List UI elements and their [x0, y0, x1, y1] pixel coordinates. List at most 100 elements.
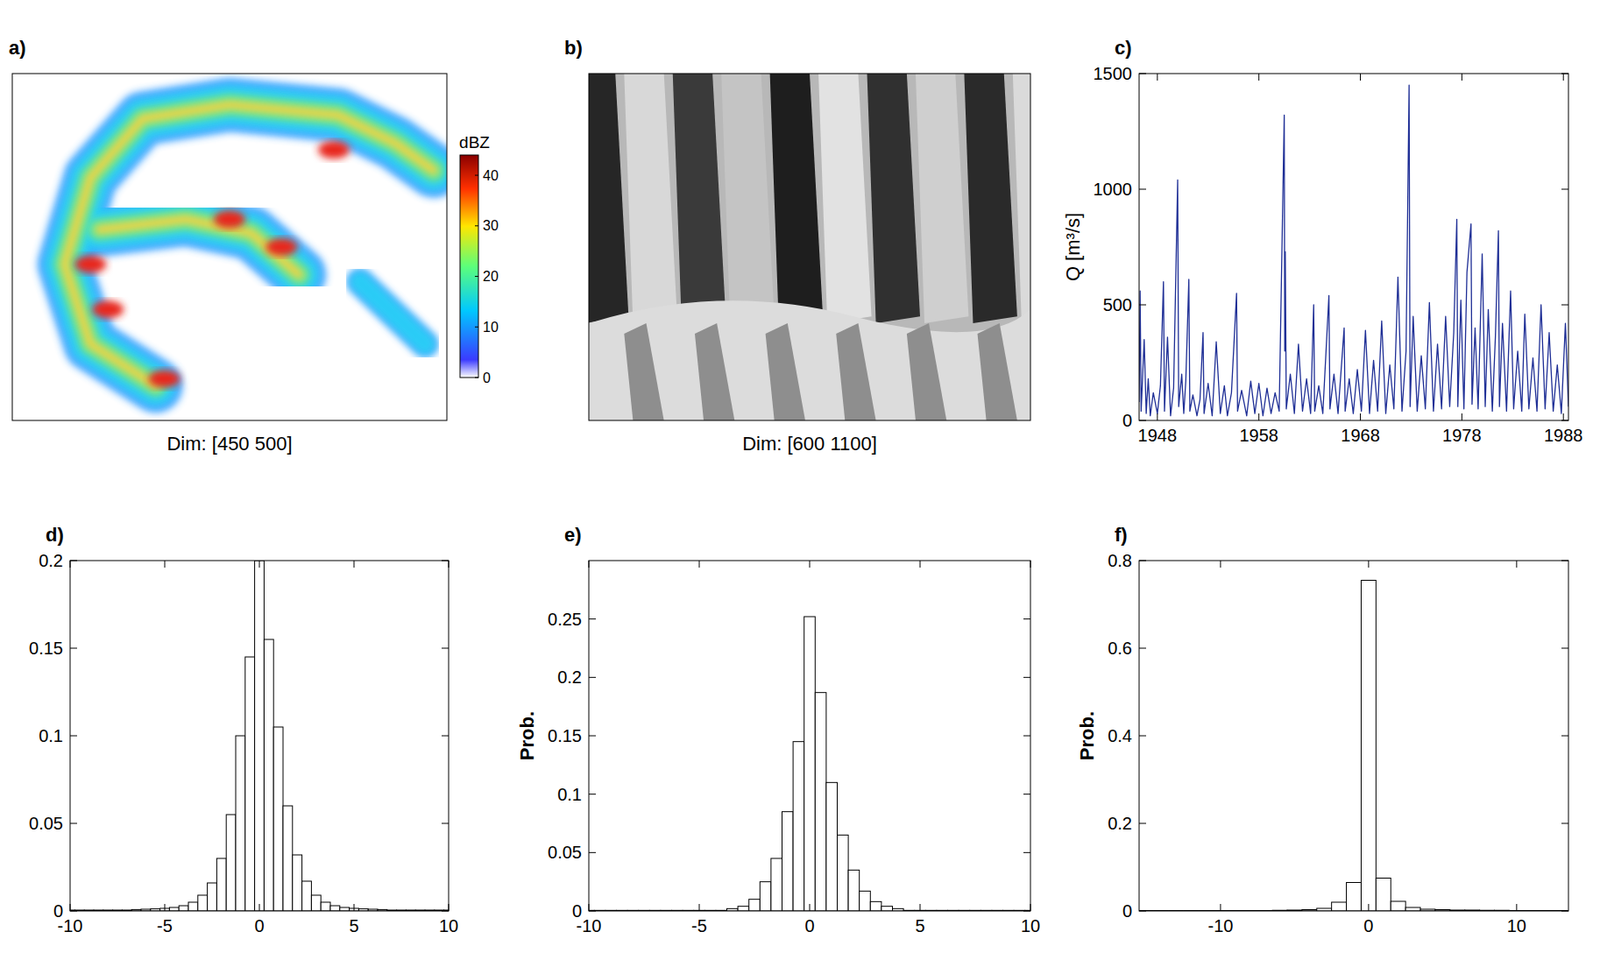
echo-band	[360, 282, 425, 345]
y-tick	[70, 823, 78, 825]
relief-slope	[588, 73, 629, 324]
panel-letter: a)	[8, 36, 27, 59]
x-tick-label: 1968	[1340, 425, 1381, 446]
x-tick-top	[1258, 73, 1260, 81]
axes-frame	[1139, 560, 1569, 912]
colorbar-tick-label: 40	[482, 168, 499, 184]
hist-bar	[302, 881, 312, 912]
hist-bar	[804, 616, 816, 912]
relief-gully	[977, 323, 1018, 421]
y-tick	[1139, 911, 1147, 913]
image-frame	[12, 73, 447, 421]
hist-bar	[330, 906, 340, 912]
y-tick-label: 0.2	[557, 667, 582, 687]
x-tick-top	[70, 560, 71, 568]
x-tick-top	[1563, 73, 1565, 81]
hist-bar	[273, 727, 284, 912]
echo-band	[64, 105, 435, 387]
x-tick-label: 1948	[1138, 425, 1178, 446]
y-tick-label: 0	[572, 901, 582, 921]
y-tick-label: 0.15	[547, 726, 582, 746]
y-tick-right	[1561, 911, 1569, 913]
plot-data	[70, 560, 449, 912]
panel-0: a)Dim: [450 500]dBZ010203040	[8, 36, 499, 455]
x-tick	[588, 904, 590, 912]
axes-frame	[1139, 73, 1569, 421]
relief-gully	[623, 323, 664, 421]
hist-bar	[235, 736, 246, 912]
colorbar-tick-label: 0	[482, 370, 491, 386]
y-tick	[70, 560, 78, 562]
y-tick-right	[1561, 304, 1569, 306]
relief-gully	[906, 323, 947, 421]
x-tick-label: 10	[1020, 916, 1041, 936]
x-tick-label: -10	[1207, 916, 1233, 936]
x-tick-label: 5	[914, 916, 925, 936]
relief-gully	[835, 323, 876, 421]
hist-bar	[737, 906, 750, 912]
relief-slope	[1012, 73, 1031, 324]
relief-slope	[818, 73, 871, 324]
x-tick-top	[1219, 560, 1221, 568]
echo-band	[64, 105, 435, 387]
relief-slope	[672, 73, 726, 324]
hist-bar	[1390, 901, 1406, 912]
x-tick	[164, 904, 166, 912]
plot-data	[1139, 580, 1569, 913]
hist-bar	[848, 870, 860, 912]
y-tick-right	[1023, 793, 1031, 795]
image	[588, 73, 1031, 421]
y-tick-label: 0.8	[1107, 551, 1133, 571]
y-tick	[588, 793, 596, 795]
x-tick	[1367, 904, 1369, 912]
hist-bar	[771, 858, 783, 912]
colorbar-tick-label: 20	[482, 269, 499, 284]
x-tick-label: 0	[254, 916, 264, 936]
panel-5: f)-1001000.20.40.60.8Prob.	[1076, 523, 1569, 936]
hist-bar	[792, 742, 805, 912]
x-tick-top	[1030, 560, 1032, 568]
colorbar-tick	[474, 377, 479, 379]
x-tick-label: 0	[1363, 916, 1374, 936]
x-tick	[1030, 904, 1032, 912]
hist-bar	[226, 814, 236, 912]
x-tick-top	[164, 560, 166, 568]
x-tick-label: 1958	[1238, 425, 1279, 446]
x-tick-top	[1461, 73, 1463, 81]
echo-core	[266, 238, 298, 256]
echo-band	[64, 105, 435, 387]
y-tick-right	[1561, 560, 1569, 562]
hist-bar	[320, 902, 331, 912]
hist-bar	[814, 693, 827, 912]
echo-band	[99, 219, 299, 275]
hist-bar	[254, 560, 265, 912]
hist-bar	[749, 899, 761, 912]
y-tick-right	[1023, 618, 1031, 620]
y-tick-right	[1561, 420, 1569, 422]
hist-bar	[311, 895, 321, 912]
hist-bar	[859, 891, 871, 912]
y-tick-right	[1023, 677, 1031, 679]
y-tick-label: 0.1	[557, 785, 582, 805]
panel-letter: d)	[45, 523, 64, 546]
y-tick-right	[1561, 648, 1569, 650]
image	[64, 105, 435, 389]
hist-bar	[1346, 883, 1362, 913]
y-tick-label: 500	[1103, 295, 1133, 315]
echo-core	[92, 300, 124, 319]
discharge-line	[1139, 84, 1569, 417]
hist-bar	[245, 657, 255, 912]
panel-2: c)19481958196819781988050010001500Q [m³/…	[1061, 36, 1584, 446]
y-tick	[1139, 823, 1147, 825]
echo-core	[318, 141, 350, 159]
y-tick-label: 1500	[1093, 63, 1133, 84]
x-tick	[1461, 413, 1463, 421]
x-tick-label: 5	[348, 916, 359, 936]
y-tick-label: 0.25	[547, 609, 582, 630]
hist-bar	[283, 806, 293, 912]
hist-bar	[870, 901, 882, 912]
colorbar-tick	[474, 175, 479, 177]
panel-letter: c)	[1114, 36, 1133, 59]
y-tick-label: 0	[53, 901, 64, 921]
axes-frame	[588, 560, 1031, 912]
